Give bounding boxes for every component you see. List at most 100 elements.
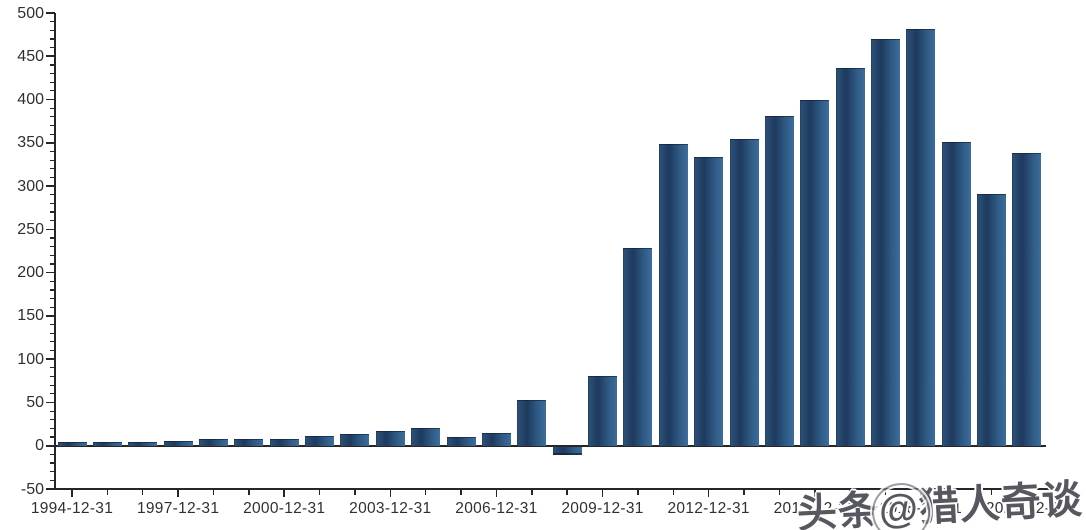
y-axis-minor-tick xyxy=(50,159,55,161)
x-axis-major-tick xyxy=(920,489,922,497)
y-axis-line xyxy=(54,13,56,490)
y-axis-minor-tick xyxy=(50,332,55,334)
x-axis-minor-tick xyxy=(955,489,957,495)
y-axis-major-tick xyxy=(46,12,55,14)
y-axis-label: 350 xyxy=(17,134,44,152)
y-axis-minor-tick xyxy=(50,150,55,153)
y-axis-minor-tick xyxy=(50,263,55,265)
x-axis-minor-tick xyxy=(849,489,851,495)
x-axis-minor-tick xyxy=(106,489,109,495)
bar-2005 xyxy=(446,437,476,447)
y-axis-minor-tick xyxy=(50,479,55,481)
x-axis-major-tick xyxy=(814,489,816,497)
x-axis-label: 2018-12-31 xyxy=(879,500,963,517)
y-axis-minor-tick xyxy=(50,81,55,83)
x-axis-label: 2009-12-31 xyxy=(561,500,644,517)
y-axis-major-tick xyxy=(46,55,55,58)
bar-1998 xyxy=(198,438,228,447)
x-axis-minor-tick xyxy=(566,489,568,495)
x-axis-minor-tick xyxy=(778,489,781,495)
x-axis-minor-tick xyxy=(460,489,462,495)
x-axis-minor-tick xyxy=(990,489,993,495)
y-axis-minor-tick xyxy=(50,124,55,127)
x-axis-label: 2015-12-31 xyxy=(773,500,856,517)
x-axis-label: 1994-12-31 xyxy=(30,500,114,517)
bar-2016 xyxy=(835,67,865,447)
y-axis-minor-tick xyxy=(50,194,55,196)
x-axis-major-tick xyxy=(601,489,604,497)
y-axis-major-tick xyxy=(46,185,55,187)
x-axis-major-tick xyxy=(71,489,73,497)
watermark-prefix: 头条 xyxy=(795,488,881,530)
y-axis-minor-tick xyxy=(50,29,55,31)
bar-2001 xyxy=(305,436,335,447)
bar-2008 xyxy=(552,447,582,456)
y-axis-minor-tick xyxy=(50,289,55,291)
y-axis-minor-tick xyxy=(50,453,55,455)
bar-2015 xyxy=(800,99,830,447)
y-axis-minor-tick xyxy=(50,246,55,248)
y-axis-minor-tick xyxy=(50,107,55,109)
x-axis-line xyxy=(54,488,1051,490)
y-axis-minor-tick xyxy=(50,298,55,300)
x-axis-minor-tick xyxy=(884,489,887,495)
bar-1995 xyxy=(92,442,122,447)
x-axis-major-tick xyxy=(707,489,710,497)
y-axis-minor-tick xyxy=(50,90,55,92)
y-axis-major-tick xyxy=(46,358,55,360)
bar-2013 xyxy=(729,139,759,447)
x-axis-label: 2003-12-31 xyxy=(349,500,432,517)
x-axis-minor-tick xyxy=(424,489,427,495)
bar-2003 xyxy=(375,431,405,447)
x-axis-label: 1997-12-31 xyxy=(136,500,220,517)
y-axis-minor-tick xyxy=(50,21,55,23)
y-axis-minor-tick xyxy=(50,384,55,386)
y-axis-minor-tick xyxy=(50,237,55,239)
y-axis-label: 100 xyxy=(17,350,44,368)
x-axis-label: 2021-12-31 xyxy=(985,500,1069,517)
bar-2006 xyxy=(481,432,511,447)
x-axis-minor-tick xyxy=(531,489,533,495)
y-axis-major-tick xyxy=(46,315,55,317)
y-axis-minor-tick xyxy=(50,410,55,412)
bar-1999 xyxy=(234,438,264,447)
bar-1994 xyxy=(57,442,87,447)
y-axis-minor-tick xyxy=(50,462,55,464)
y-axis-minor-tick xyxy=(50,471,55,473)
y-axis-label: 200 xyxy=(17,264,44,282)
x-axis-minor-tick xyxy=(248,489,250,495)
y-axis-label: 450 xyxy=(17,47,44,65)
y-axis-label: 500 xyxy=(17,4,44,22)
zero-baseline xyxy=(55,445,1046,447)
x-axis-major-tick xyxy=(1026,489,1028,497)
x-axis-major-tick xyxy=(389,489,392,497)
y-axis-minor-tick xyxy=(50,211,55,213)
x-axis-minor-tick xyxy=(318,489,321,495)
bar-2021 xyxy=(1012,153,1042,447)
bar-2002 xyxy=(340,434,370,447)
bar-2010 xyxy=(623,248,653,447)
x-axis-label: 2000-12-31 xyxy=(243,500,326,517)
y-axis-label: 400 xyxy=(17,91,44,109)
y-axis-major-tick xyxy=(46,142,55,144)
y-axis-minor-tick xyxy=(50,427,55,429)
x-axis-minor-tick xyxy=(743,489,745,495)
x-axis-major-tick xyxy=(283,489,285,497)
y-axis-minor-tick xyxy=(50,341,55,343)
y-axis-label: -50 xyxy=(20,480,44,498)
y-axis-minor-tick xyxy=(50,436,55,438)
y-axis-major-tick xyxy=(46,444,55,447)
y-axis-minor-tick xyxy=(50,306,55,308)
bar-2000 xyxy=(269,438,299,447)
bar-2004 xyxy=(411,427,441,447)
x-axis-major-tick xyxy=(495,489,498,497)
x-axis-minor-tick xyxy=(637,489,639,495)
x-axis-label: 2012-12-31 xyxy=(667,500,750,517)
y-axis-major-tick xyxy=(46,228,55,231)
y-axis-minor-tick xyxy=(50,202,55,204)
bar-2019 xyxy=(941,141,971,447)
x-axis-minor-tick xyxy=(354,489,356,495)
y-axis-label: 150 xyxy=(17,307,44,325)
y-axis-minor-tick xyxy=(50,280,55,282)
